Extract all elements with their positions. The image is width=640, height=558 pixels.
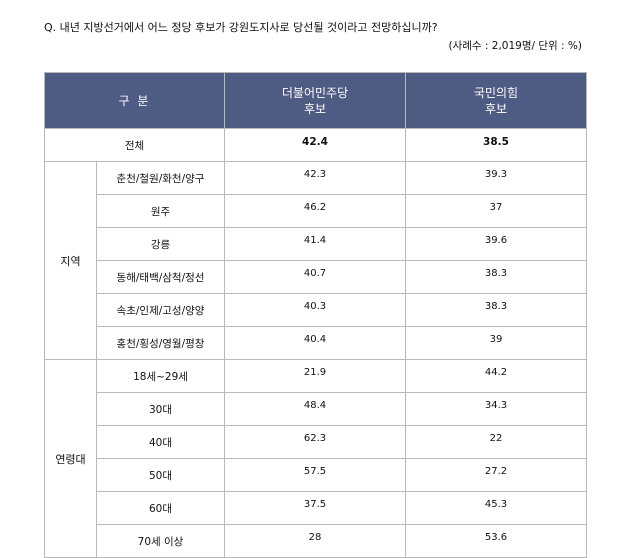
region-democratic-value: 41.4 <box>224 227 406 261</box>
region-subgroup-name: 동해/태백/삼척/정선 <box>96 260 225 294</box>
table-row: 지역 춘천/철원/화천/양구 42.3 39.3 <box>44 161 587 360</box>
table-row: 강릉 41.4 39.6 <box>45 227 587 261</box>
age-subgroup-name: 18세~29세 <box>96 359 225 393</box>
question-text: Q. 내년 지방선거에서 어느 정당 후보가 강원도지사로 당선될 것이라고 전… <box>44 21 438 34</box>
region-democratic-value: 42.3 <box>224 161 406 195</box>
region-ppp-value: 37 <box>405 194 587 228</box>
region-democratic-value: 40.3 <box>224 293 406 327</box>
total-row: 전체 42.4 38.5 <box>44 128 587 162</box>
sample-meta: (사례수 : 2,019명/ 단위 : %) <box>448 40 583 52</box>
region-ppp-value: 39 <box>405 326 587 360</box>
age-democratic-value: 28 <box>224 524 406 558</box>
age-subgroup-name: 70세 이상 <box>96 524 225 558</box>
age-subgroup-name: 60대 <box>96 491 225 525</box>
region-ppp-value: 39.3 <box>405 161 587 195</box>
age-ppp-value: 44.2 <box>405 359 587 393</box>
age-subgroup-name: 30대 <box>96 392 225 426</box>
header-democratic-party: 더불어민주당 후보 <box>224 72 406 129</box>
age-democratic-value: 62.3 <box>224 425 406 459</box>
region-democratic-value: 46.2 <box>224 194 406 228</box>
region-subgroup-name: 속초/인제/고성/양양 <box>96 293 225 327</box>
table-row: 동해/태백/삼척/정선 40.7 38.3 <box>45 260 587 294</box>
survey-table: 구 분 더불어민주당 후보 국민의힘 후보 전체 42.4 38.5 지역 춘천/철원… <box>44 72 587 558</box>
table-row: 40대 62.3 22 <box>45 425 587 459</box>
table-row: 30대 48.4 34.3 <box>45 392 587 426</box>
table-row: 원주 46.2 37 <box>45 194 587 228</box>
age-ppp-value: 45.3 <box>405 491 587 525</box>
region-democratic-value: 40.4 <box>224 326 406 360</box>
header-people-power-party: 국민의힘 후보 <box>405 72 587 129</box>
table-header-row: 구 분 더불어민주당 후보 국민의힘 후보 <box>44 72 587 129</box>
region-subgroup-name: 원주 <box>96 194 225 228</box>
header-category: 구 분 <box>44 72 225 129</box>
region-subgroup-name: 강릉 <box>96 227 225 261</box>
table-row: 홍천/횡성/영월/평창 40.4 39 <box>45 326 587 360</box>
age-ppp-value: 27.2 <box>405 458 587 492</box>
age-ppp-value: 22 <box>405 425 587 459</box>
region-ppp-value: 39.6 <box>405 227 587 261</box>
table-row: 60대 37.5 45.3 <box>45 491 587 525</box>
total-ppp-value: 38.5 <box>405 128 587 162</box>
region-subgroup-name: 홍천/횡성/영월/평창 <box>96 326 225 360</box>
table-row: 연령대 18세~29세 21.9 44.2 <box>44 359 587 558</box>
age-subgroup-name: 50대 <box>96 458 225 492</box>
age-democratic-value: 57.5 <box>224 458 406 492</box>
total-democratic-value: 42.4 <box>224 128 406 162</box>
region-ppp-value: 38.3 <box>405 260 587 294</box>
total-label: 전체 <box>44 128 225 162</box>
age-ppp-value: 34.3 <box>405 392 587 426</box>
region-ppp-value: 38.3 <box>405 293 587 327</box>
age-democratic-value: 48.4 <box>224 392 406 426</box>
age-ppp-value: 53.6 <box>405 524 587 558</box>
age-subgroup-name: 40대 <box>96 425 225 459</box>
table-row: 50대 57.5 27.2 <box>45 458 587 492</box>
age-group: 연령대 18세~29세 21.9 44.2 30대 48.4 34.3 40대 62.3 22 50… <box>44 359 587 558</box>
age-democratic-value: 21.9 <box>224 359 406 393</box>
age-group-label: 연령대 <box>44 359 97 558</box>
age-democratic-value: 37.5 <box>224 491 406 525</box>
region-group-label: 지역 <box>44 161 97 360</box>
table-row: 속초/인제/고성/양양 40.3 38.3 <box>45 293 587 327</box>
region-subgroup-name: 춘천/철원/화천/양구 <box>96 161 225 195</box>
region-democratic-value: 40.7 <box>224 260 406 294</box>
region-group: 지역 춘천/철원/화천/양구 42.3 39.3 원주 46.2 37 강릉 41.4 39.6 동… <box>44 161 587 360</box>
table-row: 70세 이상 28 53.6 <box>45 524 587 558</box>
